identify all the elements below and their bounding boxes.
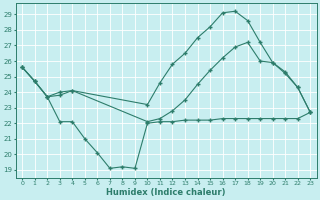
X-axis label: Humidex (Indice chaleur): Humidex (Indice chaleur) [107, 188, 226, 197]
